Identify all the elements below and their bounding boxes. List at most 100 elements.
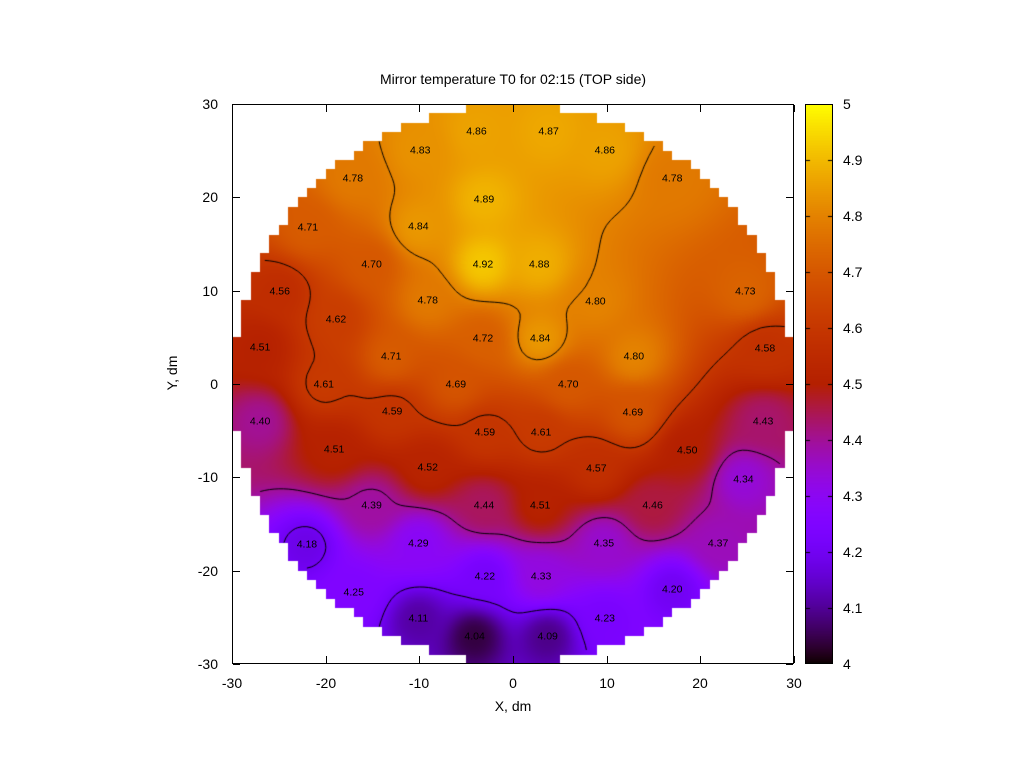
y-tick-label: 20 — [202, 189, 218, 205]
y-tick-right — [786, 477, 793, 478]
x-tick-top — [794, 105, 795, 112]
point-label: 4.33 — [530, 570, 552, 583]
y-tick-left — [233, 571, 240, 572]
point-label: 4.62 — [325, 313, 347, 326]
point-label: 4.88 — [529, 258, 550, 271]
point-label: 4.23 — [594, 612, 615, 625]
colorbar-tick-label: 4.5 — [843, 376, 863, 392]
point-label: 4.52 — [417, 461, 438, 474]
point-label: 4.51 — [249, 341, 271, 354]
x-tick-bottom — [513, 656, 514, 663]
point-label: 4.11 — [408, 612, 429, 625]
y-tick-label: -10 — [197, 469, 218, 485]
point-label: 4.18 — [296, 538, 318, 551]
point-label: 4.61 — [530, 426, 552, 439]
colorbar-tick-label: 4.8 — [843, 208, 863, 224]
x-tick-top — [700, 105, 701, 112]
y-tick-label: -30 — [197, 656, 218, 672]
colorbar-tick-label: 5 — [843, 96, 851, 112]
point-label: 4.35 — [593, 537, 615, 550]
point-label: 4.22 — [474, 570, 496, 583]
x-tick-top — [607, 105, 608, 112]
y-tick-right — [786, 197, 793, 198]
point-label: 4.20 — [662, 583, 683, 596]
colorbar-tick-label: 4.7 — [843, 264, 863, 280]
point-label: 4.59 — [474, 426, 496, 439]
point-label: 4.78 — [417, 294, 438, 307]
y-tick-label: -20 — [197, 563, 218, 579]
point-label: 4.89 — [473, 193, 495, 206]
x-tick-label: -20 — [315, 675, 337, 691]
point-label: 4.34 — [733, 473, 754, 486]
x-tick-top — [513, 105, 514, 112]
y-tick-left — [233, 104, 240, 105]
colorbar-tick-label: 4.1 — [843, 600, 863, 616]
point-label: 4.40 — [249, 415, 271, 428]
y-tick-label: 30 — [202, 96, 218, 112]
point-label: 4.92 — [472, 258, 494, 271]
y-tick-left — [233, 197, 240, 198]
y-tick-label: 0 — [210, 376, 218, 392]
point-label: 4.50 — [677, 444, 698, 457]
colorbar-tick-label: 4.4 — [843, 432, 863, 448]
x-tick-bottom — [794, 656, 795, 663]
x-tick-label: -30 — [221, 675, 243, 691]
y-axis-title: Y, dm — [164, 355, 180, 391]
heatmap-canvas — [232, 104, 794, 664]
point-label: 4.57 — [586, 462, 607, 475]
colorbar-tick-label: 4.2 — [843, 544, 863, 560]
point-label: 4.71 — [381, 350, 402, 363]
y-tick-right — [786, 104, 793, 105]
y-tick-right — [786, 664, 793, 665]
point-label: 4.78 — [662, 172, 683, 185]
x-tick-bottom — [419, 656, 420, 663]
point-label: 4.51 — [323, 443, 345, 456]
point-label: 4.70 — [558, 378, 579, 391]
point-label: 4.80 — [585, 295, 606, 308]
point-label: 4.86 — [466, 125, 487, 138]
point-label: 4.59 — [381, 405, 403, 418]
y-tick-right — [786, 291, 793, 292]
point-label: 4.84 — [529, 332, 551, 345]
point-label: 4.51 — [529, 499, 551, 512]
point-label: 4.87 — [538, 125, 559, 138]
point-label: 4.73 — [735, 285, 756, 298]
y-tick-left — [233, 664, 240, 665]
x-tick-top — [326, 105, 327, 112]
point-label: 4.43 — [752, 415, 774, 428]
point-label: 4.69 — [445, 378, 467, 391]
point-label: 4.84 — [408, 220, 429, 233]
plot-border — [232, 104, 794, 664]
point-label: 4.46 — [642, 499, 663, 512]
point-label: 4.78 — [342, 172, 364, 185]
x-tick-label: -10 — [408, 675, 430, 691]
colorbar-tick-label: 4.6 — [843, 320, 863, 336]
x-axis-title: X, dm — [494, 698, 532, 714]
point-label: 4.04 — [464, 630, 485, 643]
x-tick-bottom — [607, 656, 608, 663]
colorbar-tick-label: 4 — [843, 656, 851, 672]
colorbar-tick-label: 4.3 — [843, 488, 863, 504]
x-tick-label: 20 — [692, 675, 708, 691]
y-tick-left — [233, 291, 240, 292]
point-label: 4.69 — [622, 406, 644, 419]
point-label: 4.56 — [269, 285, 290, 298]
x-tick-label: 30 — [786, 675, 802, 691]
colorbar-border — [805, 104, 833, 664]
point-label: 4.72 — [472, 332, 494, 345]
point-label: 4.44 — [473, 499, 495, 512]
point-label: 4.39 — [361, 499, 382, 512]
x-tick-bottom — [232, 656, 233, 663]
point-label: 4.71 — [297, 221, 319, 234]
y-tick-left — [233, 477, 240, 478]
point-label: 4.80 — [623, 350, 645, 363]
colorbar-tick-label: 4.9 — [843, 152, 863, 168]
x-tick-bottom — [326, 656, 327, 663]
y-tick-right — [786, 384, 793, 385]
y-tick-left — [233, 384, 240, 385]
point-label: 4.09 — [537, 630, 558, 643]
x-tick-label: 0 — [509, 675, 517, 691]
y-tick-right — [786, 571, 793, 572]
colorbar-gradient — [805, 104, 833, 664]
